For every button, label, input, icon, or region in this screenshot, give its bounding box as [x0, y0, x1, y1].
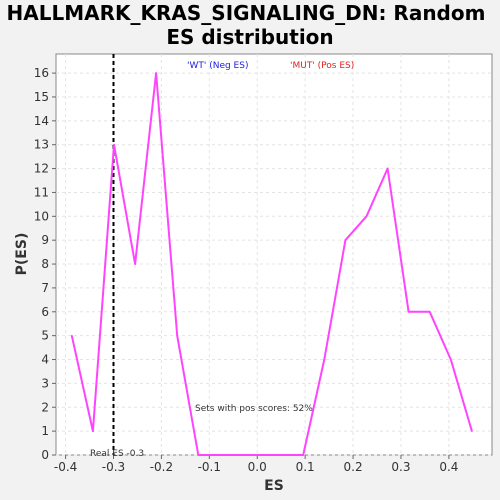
data-point: [471, 430, 473, 432]
legend-entry-mut: 'MUT' (Pos ES): [290, 61, 354, 71]
data-point: [302, 454, 305, 456]
y-tick-label: 12: [34, 162, 49, 176]
y-tick-label: 7: [41, 281, 49, 295]
y-tick-label: 2: [41, 400, 49, 414]
data-point: [281, 454, 283, 456]
x-tick-label: 0.4: [439, 460, 458, 474]
x-tick-label: 0.2: [344, 460, 363, 474]
y-tick-label: 3: [41, 376, 49, 390]
data-point: [365, 215, 368, 218]
y-tick-label: 10: [34, 209, 49, 223]
data-point: [386, 167, 389, 170]
y-tick-label: 5: [41, 329, 49, 343]
data-point: [155, 72, 157, 74]
y-tick-label: 0: [41, 448, 49, 462]
data-point: [344, 239, 347, 241]
data-point: [428, 310, 431, 313]
x-tick-label: -0.3: [102, 460, 125, 474]
x-axis-label: ES: [264, 478, 284, 494]
x-tick-label: -0.1: [198, 460, 221, 474]
data-point: [71, 334, 73, 337]
y-tick-label: 6: [41, 305, 49, 319]
x-tick-label: -0.4: [54, 460, 77, 474]
legend-entry-wt: 'WT' (Neg ES): [187, 61, 248, 71]
x-tick-label: -0.2: [150, 460, 173, 474]
y-tick-label: 11: [34, 185, 49, 199]
plot-area: [55, 53, 493, 456]
data-point: [407, 310, 410, 313]
data-point: [113, 143, 115, 146]
chart-title-line-2: ES distribution: [166, 25, 333, 49]
data-point: [176, 334, 179, 337]
x-tick-label: 0.1: [296, 460, 315, 474]
y-tick-label: 8: [41, 257, 49, 271]
y-axis-label: P(ES): [14, 233, 30, 276]
data-point: [197, 454, 200, 456]
y-tick-label: 15: [34, 90, 49, 104]
y-tick-label: 14: [34, 114, 49, 128]
data-point: [134, 263, 136, 265]
pos-scores-annotation: Sets with pos scores: 52%: [195, 404, 313, 414]
y-tick-label: 16: [34, 66, 49, 80]
x-tick-label: 0.0: [248, 460, 267, 474]
data-point: [92, 430, 94, 432]
y-tick-label: 9: [41, 233, 49, 247]
y-tick-label: 13: [34, 138, 49, 152]
data-point: [323, 358, 326, 361]
y-tick-label: 4: [41, 353, 49, 367]
data-point: [449, 358, 452, 361]
x-tick-label: 0.3: [391, 460, 410, 474]
chart-title-line-1: HALLMARK_KRAS_SIGNALING_DN: Random: [7, 1, 486, 25]
y-tick-label: 1: [41, 424, 49, 438]
real-es-label: Real ES -0.3: [90, 449, 144, 459]
series: [70, 72, 473, 456]
